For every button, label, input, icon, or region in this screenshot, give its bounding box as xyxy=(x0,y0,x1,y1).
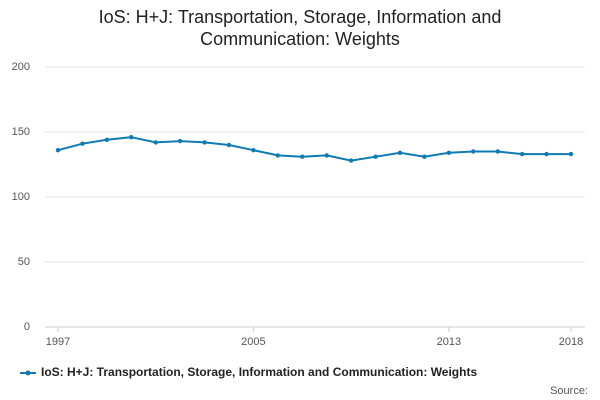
data-point xyxy=(348,158,354,163)
x-tick-label: 2005 xyxy=(241,336,265,348)
data-point xyxy=(104,137,110,142)
legend-label: IoS: H+J: Transportation, Storage, Infor… xyxy=(41,365,477,379)
x-tick-label: 2018 xyxy=(559,336,583,348)
data-point xyxy=(177,138,183,144)
data-point xyxy=(373,154,378,159)
legend-marker xyxy=(25,370,31,376)
series-line xyxy=(57,136,571,162)
x-tick-label: 1997 xyxy=(46,336,70,348)
data-point xyxy=(300,154,305,159)
data-point xyxy=(55,148,61,153)
data-point xyxy=(226,142,232,148)
chart-title: IoS: H+J: Transportation, Storage, Infor… xyxy=(98,7,502,49)
y-tick-label: 200 xyxy=(12,61,30,73)
data-point xyxy=(324,153,329,158)
y-tick-label: 0 xyxy=(24,321,30,333)
data-point xyxy=(422,154,427,159)
x-tick-label: 2013 xyxy=(437,336,461,348)
data-point xyxy=(153,140,158,145)
data-point xyxy=(519,151,525,157)
data-point xyxy=(275,153,281,158)
data-point xyxy=(202,140,207,145)
y-tick-label: 100 xyxy=(12,191,30,203)
data-point xyxy=(80,141,85,146)
y-tick-label: 50 xyxy=(18,256,30,268)
source: Source: xyxy=(550,385,588,397)
data-point xyxy=(446,150,452,155)
data-point xyxy=(251,148,256,153)
data-point xyxy=(471,149,476,154)
data-point xyxy=(544,151,549,157)
data-point xyxy=(495,149,500,154)
data-point xyxy=(568,151,574,157)
data-point xyxy=(129,135,134,140)
data-point xyxy=(397,150,403,155)
y-tick-label: 150 xyxy=(12,126,30,138)
